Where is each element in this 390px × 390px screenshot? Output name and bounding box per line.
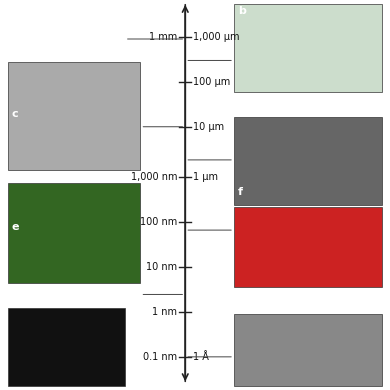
Text: 1 Å: 1 Å xyxy=(193,352,209,362)
FancyBboxPatch shape xyxy=(234,117,382,205)
Text: 0.1 nm: 0.1 nm xyxy=(144,352,177,362)
FancyBboxPatch shape xyxy=(234,314,382,386)
Text: 100 μm: 100 μm xyxy=(193,77,230,87)
Text: g: g xyxy=(269,300,277,310)
Text: 1 nm: 1 nm xyxy=(152,307,177,317)
Text: 1,000 nm: 1,000 nm xyxy=(131,172,177,183)
Text: d: d xyxy=(238,105,246,115)
Text: a: a xyxy=(12,6,19,16)
Text: 100 nm: 100 nm xyxy=(140,217,177,227)
Text: e: e xyxy=(12,222,19,232)
FancyBboxPatch shape xyxy=(8,62,140,170)
Text: 10 nm: 10 nm xyxy=(146,262,177,272)
FancyBboxPatch shape xyxy=(8,308,125,386)
Text: 1,000 μm: 1,000 μm xyxy=(193,32,239,42)
Text: b: b xyxy=(238,6,246,16)
FancyBboxPatch shape xyxy=(234,207,382,287)
Text: f: f xyxy=(238,187,243,197)
Text: 10 μm: 10 μm xyxy=(193,122,224,132)
Text: 1 mm: 1 mm xyxy=(149,32,177,42)
Text: c: c xyxy=(12,109,18,119)
Text: 1 μm: 1 μm xyxy=(193,172,218,183)
FancyBboxPatch shape xyxy=(234,4,382,92)
FancyBboxPatch shape xyxy=(8,183,140,283)
